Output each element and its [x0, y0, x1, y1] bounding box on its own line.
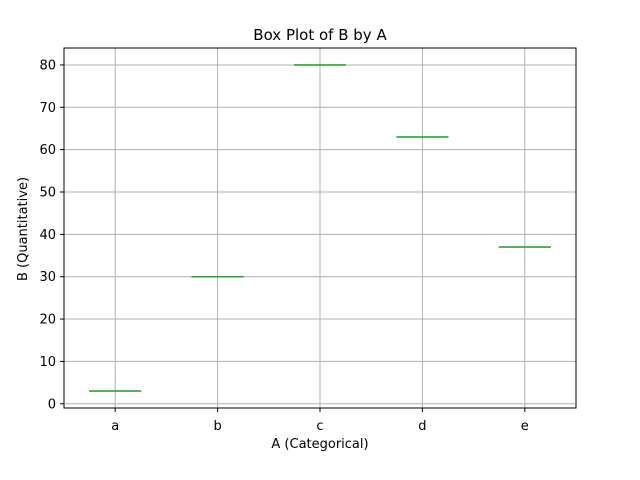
y-tick-label: 0	[48, 397, 56, 412]
x-axis-label: A (Categorical)	[271, 437, 368, 452]
x-tick-label-b: b	[213, 419, 221, 434]
x-tick-label-d: d	[418, 419, 426, 434]
y-tick-label: 50	[39, 186, 56, 201]
y-tick-label: 30	[39, 270, 56, 285]
y-tick-label: 20	[39, 313, 56, 328]
x-tick-label-e: e	[521, 419, 529, 434]
y-tick-label: 80	[39, 58, 56, 73]
y-tick-label: 70	[39, 101, 56, 116]
chart-title: Box Plot of B by A	[253, 26, 387, 44]
y-axis-label: B (Quantitative)	[16, 177, 31, 281]
x-tick-label-a: a	[111, 419, 119, 434]
grid-lines	[64, 48, 576, 408]
y-tick-label: 40	[39, 228, 56, 243]
y-tick-label: 10	[39, 355, 56, 370]
x-tick-label-c: c	[316, 419, 323, 434]
boxes	[89, 64, 551, 392]
y-tick-label: 60	[39, 143, 56, 158]
axis-ticks: 0 10 20 30 40 50 60 70 80 a b c d e	[39, 58, 528, 434]
